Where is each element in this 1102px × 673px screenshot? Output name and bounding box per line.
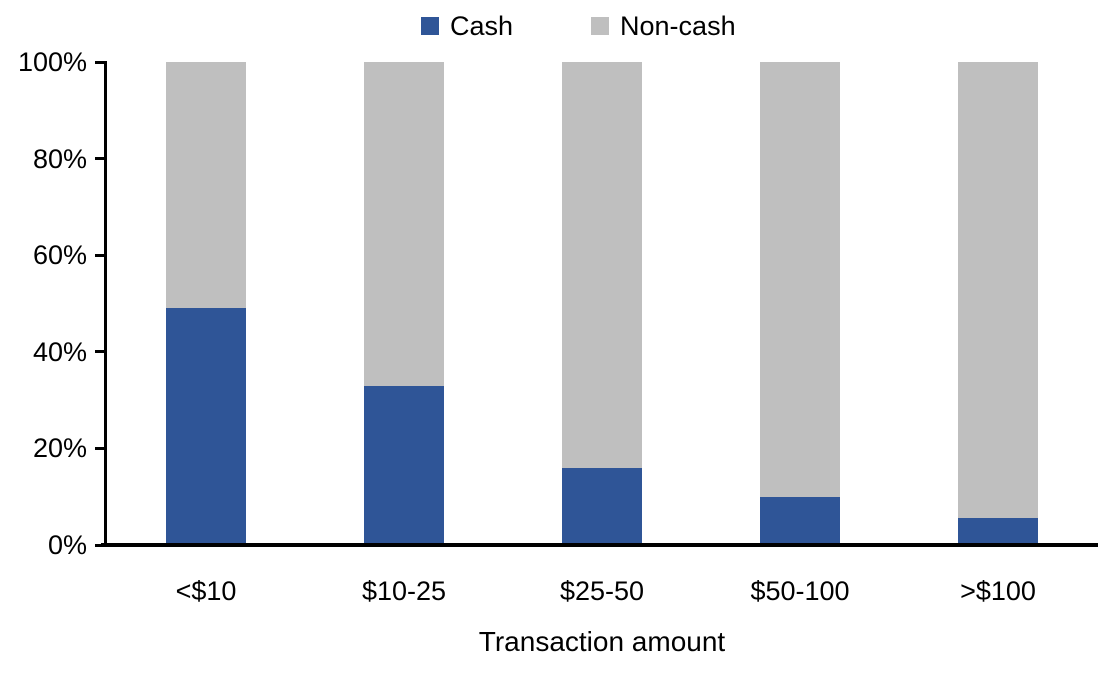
x-axis-line <box>101 543 1098 547</box>
legend-item-non-cash: Non-cash <box>591 11 736 41</box>
legend-swatch-cash <box>421 17 439 35</box>
legend-label: Cash <box>450 11 514 41</box>
bar-segment-non-cash <box>562 62 642 468</box>
bar-50-100 <box>760 62 840 545</box>
y-tick-label: 0% <box>47 530 87 560</box>
y-tick-label: 100% <box>17 47 87 77</box>
x-tick-label: <$10 <box>175 576 237 606</box>
bar-10 <box>166 62 246 545</box>
x-tick-label: $25-50 <box>559 576 645 606</box>
legend-label: Non-cash <box>620 11 736 41</box>
y-axis-tick <box>95 350 105 354</box>
bar-segment-non-cash <box>364 62 444 386</box>
y-tick-label: 80% <box>32 143 87 174</box>
y-axis-tick <box>95 253 105 257</box>
bar-25-50 <box>562 62 642 545</box>
bar-slot-100 <box>899 62 1097 545</box>
x-tick-label: $10-25 <box>361 576 447 606</box>
bar-segment-cash <box>364 385 444 545</box>
legend-swatch-non-cash <box>591 17 610 35</box>
plot-area: 0% 20% 40% 60% 80% 100% <box>18 47 1098 560</box>
bar-100 <box>958 62 1038 545</box>
y-axis-tick <box>95 60 105 64</box>
bar-segment-non-cash <box>958 62 1038 519</box>
bar-segment-cash <box>562 467 642 545</box>
bar-segment-cash <box>958 518 1038 545</box>
bar-segment-cash <box>760 496 840 545</box>
x-axis-title: Transaction amount <box>478 626 726 657</box>
bar-slot-25-50 <box>503 62 701 545</box>
x-axis-tick-labels: <$10 $10-25 $25-50 $50-100 >$100 <box>107 576 1097 606</box>
bar-slot-50-100 <box>701 62 899 545</box>
y-tick-label: 20% <box>32 433 87 464</box>
y-tick-label: 40% <box>32 336 87 367</box>
x-tick-label: $50-100 <box>750 576 850 606</box>
legend: Cash Non-cash <box>421 11 736 41</box>
y-axis-tick <box>95 446 105 450</box>
y-axis-tick <box>95 157 105 161</box>
bar-segment-non-cash <box>760 62 840 497</box>
y-axis-line <box>104 61 107 547</box>
x-tick-label: >$100 <box>960 576 1036 606</box>
bar-segment-cash <box>166 308 246 545</box>
y-axis-tick <box>95 543 105 547</box>
bar-10-25 <box>364 62 444 545</box>
bar-slot-10 <box>107 62 305 545</box>
legend-item-cash: Cash <box>421 11 513 41</box>
bar-segment-non-cash <box>166 62 246 309</box>
y-tick-label: 60% <box>32 240 87 271</box>
bars-container <box>107 62 1097 545</box>
bar-slot-10-25 <box>305 62 503 545</box>
